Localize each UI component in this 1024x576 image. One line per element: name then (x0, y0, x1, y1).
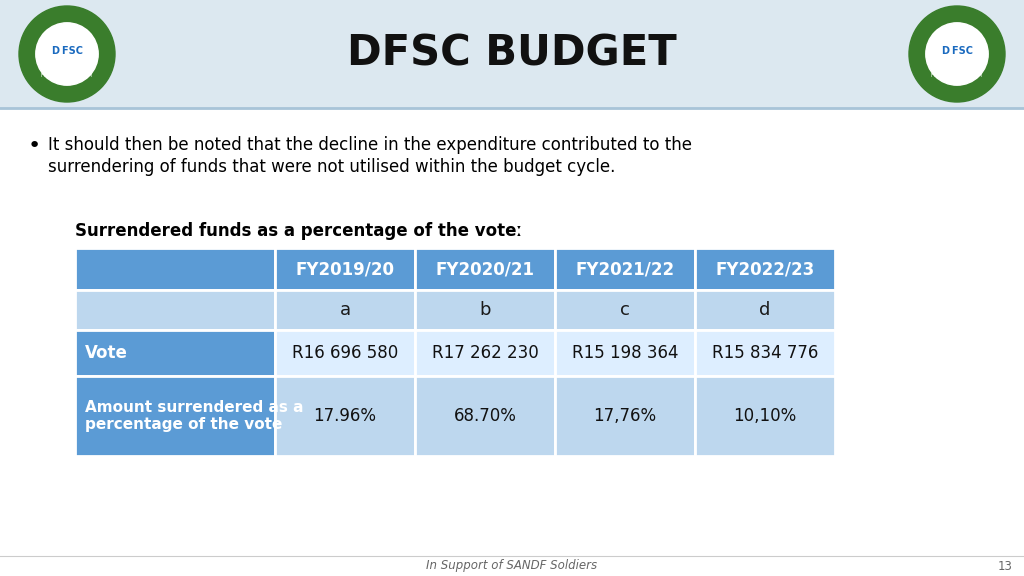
Bar (695, 330, 835, 376)
Bar (75, 248, 275, 290)
Text: 17,76%: 17,76% (594, 407, 656, 425)
Text: DFSC BUDGET: DFSC BUDGET (347, 33, 677, 75)
Bar (695, 290, 835, 330)
Text: Vote: Vote (85, 344, 128, 362)
Text: FORCE SERVICE COM: FORCE SERVICE COM (41, 73, 92, 78)
Circle shape (909, 6, 1005, 102)
Text: D FSC: D FSC (941, 46, 973, 56)
Bar (695, 248, 835, 290)
Text: R16 696 580: R16 696 580 (292, 344, 398, 362)
Text: 17.96%: 17.96% (313, 407, 377, 425)
Bar (75, 330, 275, 376)
Circle shape (36, 23, 98, 85)
Bar (275, 330, 415, 376)
Text: Amount surrendered as a
percentage of the vote: Amount surrendered as a percentage of th… (85, 400, 303, 432)
Text: R17 262 230: R17 262 230 (432, 344, 539, 362)
Bar (555, 290, 695, 330)
Text: R15 198 364: R15 198 364 (571, 344, 678, 362)
Text: D FSC: D FSC (51, 46, 83, 56)
Text: FY2022/23: FY2022/23 (716, 260, 815, 278)
Bar (275, 290, 415, 330)
Bar (275, 248, 415, 290)
Bar (275, 376, 415, 456)
Circle shape (19, 6, 115, 102)
Bar (415, 248, 555, 290)
Bar (555, 248, 695, 290)
Bar (415, 376, 555, 456)
Text: b: b (479, 301, 490, 319)
Text: c: c (621, 301, 630, 319)
Bar (555, 330, 695, 376)
Text: Surrendered funds as a percentage of the voteː: Surrendered funds as a percentage of the… (75, 222, 522, 240)
Bar (75, 290, 275, 330)
Text: FY2019/20: FY2019/20 (296, 260, 394, 278)
Text: FORCE SERVICE COM: FORCE SERVICE COM (932, 73, 983, 78)
Text: FY2020/21: FY2020/21 (435, 260, 535, 278)
Text: 10,10%: 10,10% (733, 407, 797, 425)
Text: It should then be noted that the decline in the expenditure contributed to the: It should then be noted that the decline… (48, 136, 692, 154)
Text: R15 834 776: R15 834 776 (712, 344, 818, 362)
Bar (695, 376, 835, 456)
Text: •: • (28, 136, 41, 156)
Text: 68.70%: 68.70% (454, 407, 516, 425)
Text: a: a (339, 301, 350, 319)
Bar (555, 376, 695, 456)
Text: In Support of SANDF Soldiers: In Support of SANDF Soldiers (426, 559, 598, 573)
Circle shape (926, 23, 988, 85)
Bar (415, 330, 555, 376)
Text: 13: 13 (997, 559, 1013, 573)
Bar (415, 290, 555, 330)
Bar (0, 0, 1024, 108)
Bar (75, 376, 275, 456)
Text: d: d (760, 301, 771, 319)
Text: surrendering of funds that were not utilised within the budget cycle.: surrendering of funds that were not util… (48, 158, 615, 176)
Text: FY2021/22: FY2021/22 (575, 260, 675, 278)
